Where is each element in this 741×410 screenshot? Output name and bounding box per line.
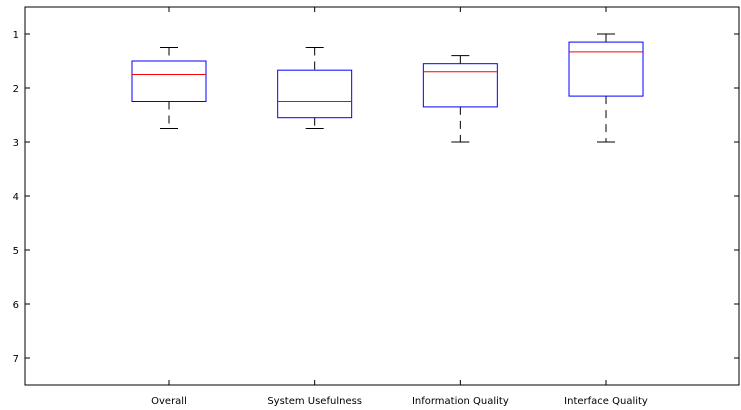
y-tick-label: 3 bbox=[13, 138, 19, 149]
box-iqr bbox=[422, 63, 498, 108]
y-tick-label: 6 bbox=[13, 300, 19, 311]
y-tick-label: 2 bbox=[13, 84, 19, 95]
box-iqr bbox=[568, 41, 644, 97]
x-category-label: Overall bbox=[151, 396, 187, 407]
y-tick-label: 1 bbox=[13, 30, 19, 41]
box-iqr bbox=[131, 60, 207, 102]
x-category-label: Information Quality bbox=[412, 396, 509, 407]
y-tick-label: 4 bbox=[13, 192, 19, 203]
x-category-label: Interface Quality bbox=[564, 396, 648, 407]
plot-area bbox=[24, 6, 740, 386]
box-iqr bbox=[277, 69, 353, 119]
x-category-label: System Usefulness bbox=[267, 396, 362, 407]
y-tick-label: 7 bbox=[13, 354, 19, 365]
chart-marks: 1 2 3 4 5 6 7 Overall System Usefulness Informati… bbox=[13, 7, 739, 407]
y-tick-label: 5 bbox=[13, 246, 19, 257]
